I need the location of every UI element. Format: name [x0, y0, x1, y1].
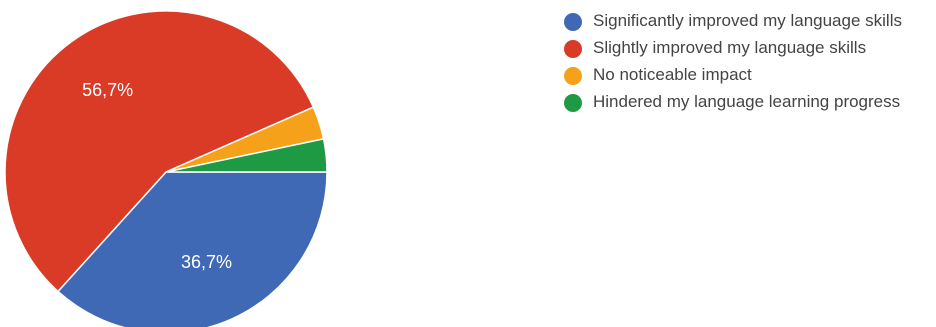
- slice-label-slightly-improved: 56,7%: [82, 80, 133, 100]
- legend-item-no-noticeable-impact[interactable]: No noticeable impact: [560, 64, 936, 86]
- legend-label-slightly-improved: Slightly improved my language skills: [593, 38, 867, 57]
- legend-label-hindered-progress: Hindered my language learning progress: [593, 92, 901, 111]
- legend: Significantly improved my language skill…: [560, 10, 936, 118]
- legend-label-no-noticeable-impact: No noticeable impact: [593, 65, 752, 84]
- pie-slices: [4, 10, 328, 327]
- pie-slice-significantly-improved[interactable]: [56, 171, 328, 327]
- legend-swatch-hindered-progress: [564, 94, 582, 112]
- pie-slice-slightly-improved[interactable]: [4, 10, 315, 293]
- legend-label-significantly-improved: Significantly improved my language skill…: [593, 11, 902, 30]
- legend-item-slightly-improved[interactable]: Slightly improved my language skills: [560, 37, 936, 59]
- legend-swatch-significantly-improved: [564, 13, 582, 31]
- legend-item-significantly-improved[interactable]: Significantly improved my language skill…: [560, 10, 936, 32]
- pie-slice-labels: 36,7% 56,7%: [82, 80, 232, 272]
- legend-item-hindered-progress[interactable]: Hindered my language learning progress: [560, 91, 936, 113]
- legend-swatch-no-noticeable-impact: [564, 67, 582, 85]
- pie-slice-hindered-progress[interactable]: [165, 137, 328, 173]
- slice-label-significantly-improved: 36,7%: [181, 252, 232, 272]
- legend-swatch-slightly-improved: [564, 40, 582, 58]
